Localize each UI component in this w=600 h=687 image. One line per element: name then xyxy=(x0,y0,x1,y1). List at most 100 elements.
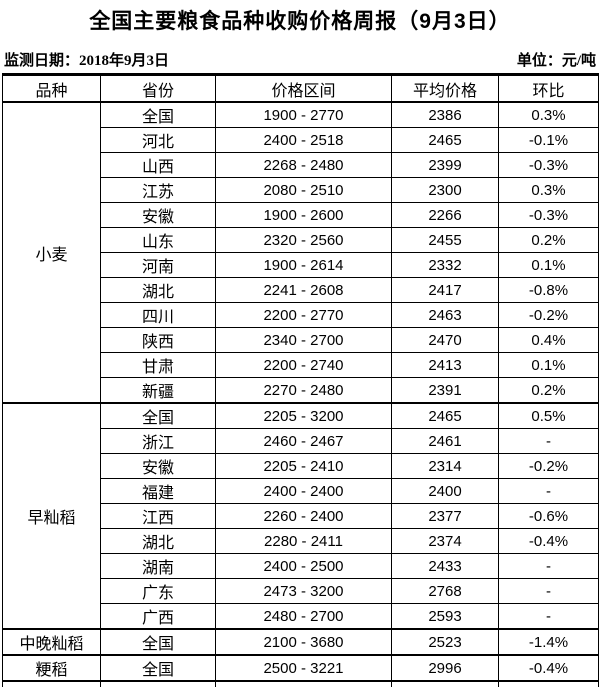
average-price-cell: 2523 xyxy=(391,628,499,656)
variety-cell: 小麦 xyxy=(2,101,101,404)
province-cell: 广东 xyxy=(100,578,216,604)
price-range-cell: 2260 - 2400 xyxy=(215,503,392,529)
table-row: 新疆 2270 - 2480 2391 0.2% xyxy=(3,377,599,404)
table-row: 山西 2268 - 2480 2399 -0.3% xyxy=(3,152,599,178)
province-cell: 湖北 xyxy=(100,277,216,303)
table-row: 江苏 2080 - 2510 2300 0.3% xyxy=(3,177,599,203)
average-price-cell: 2391 xyxy=(391,377,499,404)
variety-cell: 玉米 xyxy=(2,680,101,687)
price-range-cell: 1480 - 2360 xyxy=(215,680,392,687)
table-row: 小麦 全国 1900 - 2770 2386 0.3% xyxy=(2,101,599,404)
average-price-cell: 2377 xyxy=(391,503,499,529)
change-cell: 0.3% xyxy=(498,101,599,128)
table-row: 湖北 2280 - 2411 2374 -0.4% xyxy=(3,528,599,554)
price-range-cell: 2473 - 3200 xyxy=(215,578,392,604)
change-cell: - xyxy=(498,428,599,454)
change-cell: -1.4% xyxy=(498,628,599,656)
table-row: 江西 2260 - 2400 2377 -0.6% xyxy=(3,503,599,529)
price-range-cell: 2460 - 2467 xyxy=(215,428,392,454)
table-row: 福建 2400 - 2400 2400- xyxy=(3,478,599,504)
average-price-cell: 2996 xyxy=(391,654,499,682)
average-price-cell: 2593 xyxy=(391,603,499,630)
province-cell: 陕西 xyxy=(100,327,216,353)
change-cell: - xyxy=(498,603,599,630)
change-cell: -0.6% xyxy=(498,503,599,529)
change-cell: - xyxy=(498,553,599,579)
col-header-variety: 品种 xyxy=(2,74,101,103)
province-cell: 福建 xyxy=(100,478,216,504)
monitor-date-label: 监测日期：2018年9月3日 xyxy=(4,53,170,69)
table-row: 广东 2473 - 3200 2768- xyxy=(3,578,599,604)
price-range-cell: 2340 - 2700 xyxy=(215,327,392,353)
change-cell: 0.1% xyxy=(498,252,599,278)
table-row: 粳稻 全国 2500 - 3221 2996 -0.4% xyxy=(2,654,599,682)
change-cell: 0.2% xyxy=(498,377,599,404)
change-cell: -0.2% xyxy=(498,453,599,479)
average-price-cell: 2300 xyxy=(391,177,499,203)
price-range-cell: 2080 - 2510 xyxy=(215,177,392,203)
price-range-cell: 2500 - 3221 xyxy=(215,654,392,682)
change-cell: - xyxy=(498,478,599,504)
average-price-cell: 2417 xyxy=(391,277,499,303)
variety-cell: 中晚籼稻 xyxy=(2,628,101,656)
col-header-price-range: 价格区间 xyxy=(215,74,392,103)
table-row: 河南 1900 - 2614 2332 0.1% xyxy=(3,252,599,278)
province-cell: 山东 xyxy=(100,227,216,253)
meta-row: 监测日期：2018年9月3日 单位：元/吨 xyxy=(0,49,600,70)
change-cell: 0.1% xyxy=(498,352,599,378)
change-cell: 0.4% xyxy=(498,327,599,353)
table-row: 河北 2400 - 2518 2465 -0.1% xyxy=(3,127,599,153)
col-header-average-price: 平均价格 xyxy=(391,74,499,103)
province-cell: 安徽 xyxy=(100,202,216,228)
province-cell: 湖南 xyxy=(100,553,216,579)
change-cell: -0.4% xyxy=(498,680,599,687)
average-price-cell: 2470 xyxy=(391,327,499,353)
average-price-cell: 2433 xyxy=(391,553,499,579)
change-cell: 0.5% xyxy=(498,402,599,429)
average-price-cell: 2413 xyxy=(391,352,499,378)
price-range-cell: 2200 - 2770 xyxy=(215,302,392,328)
price-range-cell: 2205 - 2410 xyxy=(215,453,392,479)
price-range-cell: 2400 - 2400 xyxy=(215,478,392,504)
price-range-cell: 2280 - 2411 xyxy=(215,528,392,554)
price-range-cell: 2270 - 2480 xyxy=(215,377,392,404)
province-cell: 安徽 xyxy=(100,453,216,479)
change-cell: -0.2% xyxy=(498,302,599,328)
province-cell: 河南 xyxy=(100,252,216,278)
average-price-cell: 2314 xyxy=(391,453,499,479)
province-cell: 四川 xyxy=(100,302,216,328)
table-row: 山东 2320 - 2560 2455 0.2% xyxy=(3,227,599,253)
table-body: 小麦 全国 1900 - 2770 2386 0.3% 河北 2400 - 2518 2465… xyxy=(2,101,599,687)
average-price-cell: 2465 xyxy=(391,127,499,153)
price-table: 品种 省份 价格区间 平均价格 环比 小麦 全国 1900 - 2770 2386 0.… xyxy=(2,73,599,687)
price-range-cell: 2200 - 2740 xyxy=(215,352,392,378)
price-range-cell: 1900 - 2614 xyxy=(215,252,392,278)
table-row: 早籼稻 全国 2205 - 3200 2465 0.5% xyxy=(2,402,599,630)
header-row: 品种 省份 价格区间 平均价格 环比 xyxy=(2,74,599,103)
average-price-cell: 2332 xyxy=(391,252,499,278)
price-range-cell: 2241 - 2608 xyxy=(215,277,392,303)
price-range-cell: 2268 - 2480 xyxy=(215,152,392,178)
average-price-cell: 2465 xyxy=(391,402,499,429)
province-cell: 甘肃 xyxy=(100,352,216,378)
province-cell: 全国 xyxy=(100,402,216,429)
average-price-cell: 2463 xyxy=(391,302,499,328)
table-row: 玉米全国1480 - 23601787-0.4% xyxy=(2,680,599,687)
change-cell: - xyxy=(498,578,599,604)
col-header-province: 省份 xyxy=(100,74,216,103)
price-range-cell: 2480 - 2700 xyxy=(215,603,392,630)
average-price-cell: 2266 xyxy=(391,202,499,228)
price-range-cell: 2400 - 2500 xyxy=(215,553,392,579)
province-cell: 全国 xyxy=(100,101,216,128)
province-cell: 湖北 xyxy=(100,528,216,554)
variety-cell: 早籼稻 xyxy=(2,402,101,630)
col-header-change: 环比 xyxy=(498,74,599,103)
price-range-cell: 1900 - 2600 xyxy=(215,202,392,228)
average-price-cell: 2455 xyxy=(391,227,499,253)
variety-cell: 粳稻 xyxy=(2,654,101,682)
province-cell: 浙江 xyxy=(100,428,216,454)
province-cell: 江苏 xyxy=(100,177,216,203)
table-row: 安徽 1900 - 2600 2266 -0.3% xyxy=(3,202,599,228)
price-range-cell: 2320 - 2560 xyxy=(215,227,392,253)
